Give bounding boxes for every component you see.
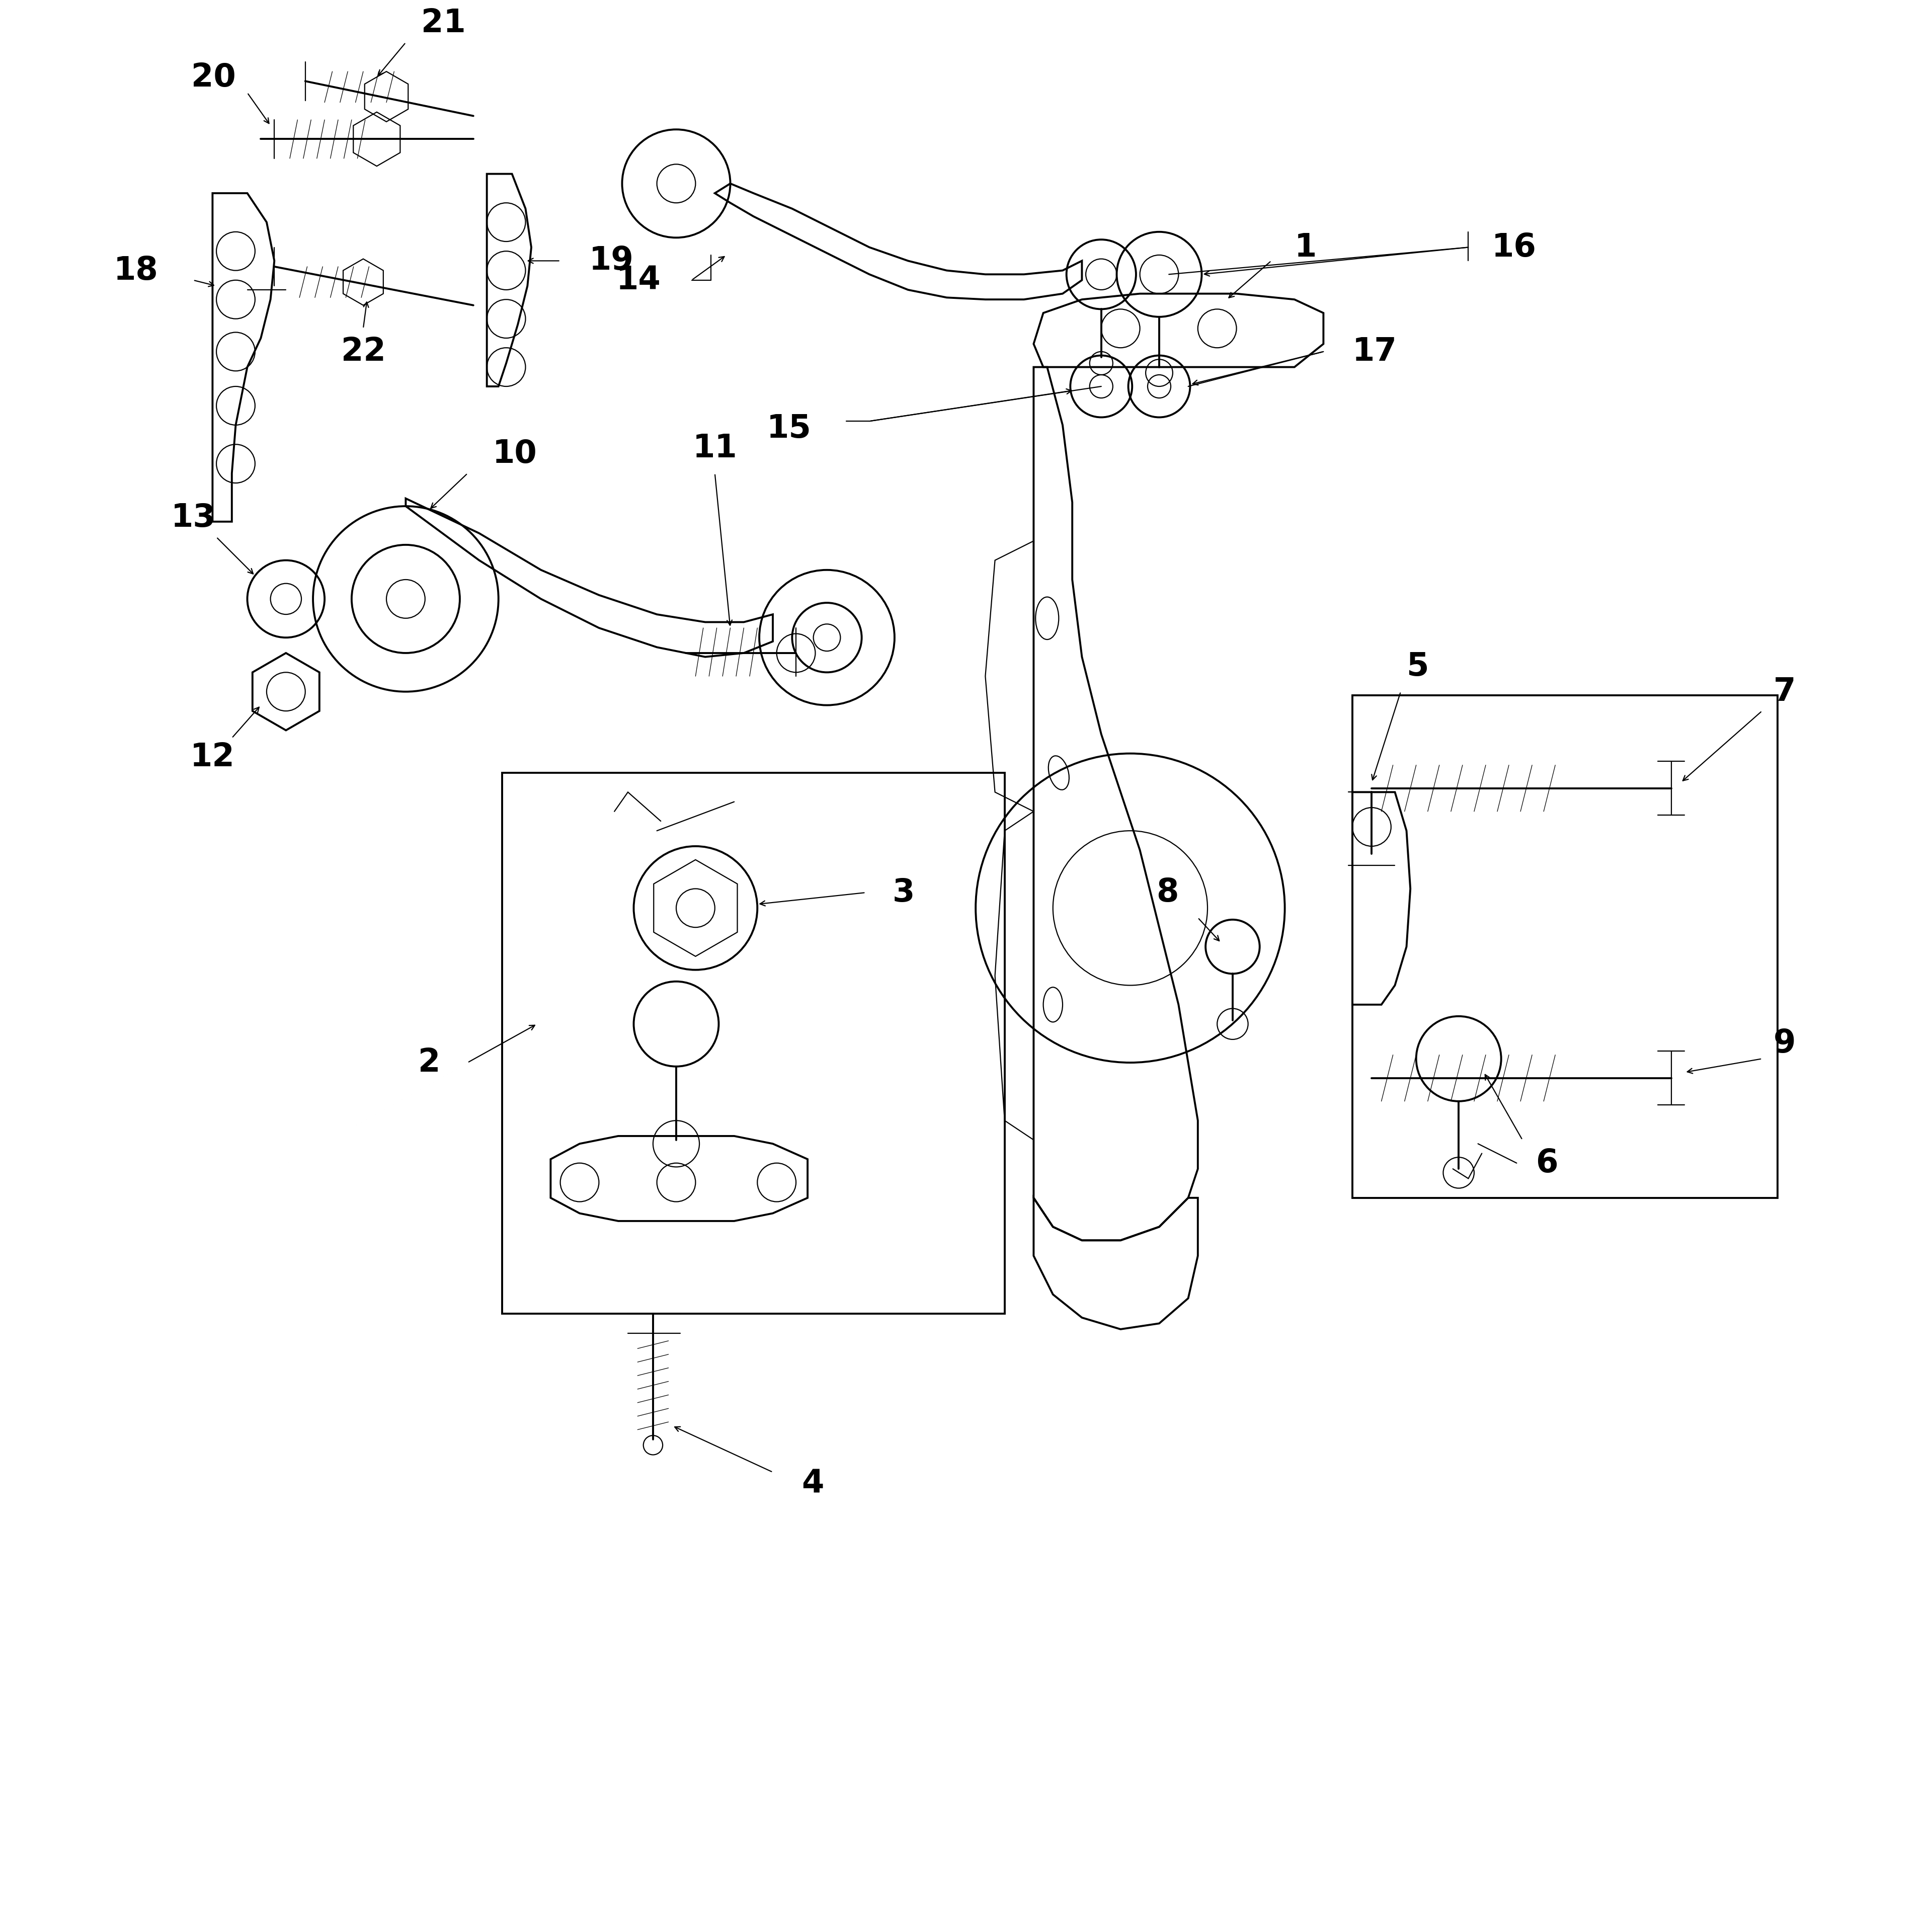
Text: 16: 16: [1492, 232, 1536, 263]
Text: 13: 13: [170, 502, 216, 533]
Text: 22: 22: [340, 336, 386, 367]
Text: 3: 3: [893, 877, 916, 908]
Text: 21: 21: [421, 8, 466, 39]
Text: 10: 10: [493, 439, 537, 469]
Bar: [1352, 696, 1777, 1198]
Text: 7: 7: [1774, 676, 1797, 707]
Text: 12: 12: [189, 742, 236, 773]
Text: 6: 6: [1536, 1148, 1559, 1179]
Bar: [502, 773, 1005, 1314]
Text: 17: 17: [1352, 336, 1397, 367]
Text: 2: 2: [417, 1047, 440, 1078]
Text: 11: 11: [692, 433, 738, 464]
Text: 18: 18: [114, 255, 158, 286]
Text: 9: 9: [1774, 1028, 1797, 1059]
Text: 14: 14: [616, 265, 661, 296]
Text: 19: 19: [589, 245, 634, 276]
Text: 5: 5: [1406, 651, 1430, 682]
Text: 20: 20: [191, 62, 236, 93]
Text: 15: 15: [767, 413, 811, 444]
Text: 1: 1: [1294, 232, 1318, 263]
Text: 8: 8: [1155, 877, 1179, 908]
Text: 4: 4: [802, 1468, 825, 1499]
